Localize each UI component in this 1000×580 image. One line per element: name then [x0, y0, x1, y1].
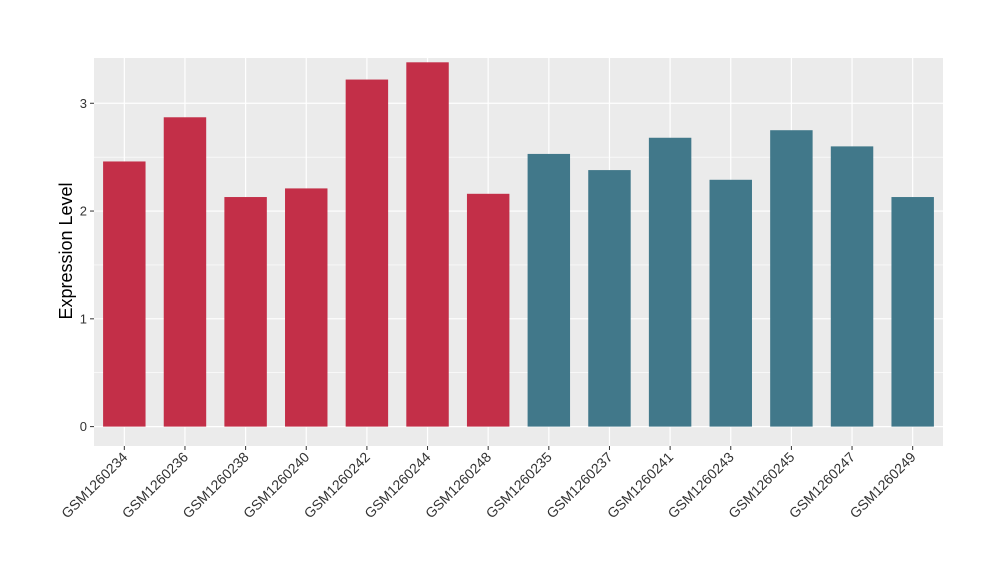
bar	[891, 197, 934, 427]
bar	[709, 179, 752, 427]
bar	[345, 79, 389, 427]
bars	[103, 62, 934, 427]
y-tick-label: 3	[80, 96, 87, 111]
bar	[163, 117, 207, 427]
plot-panel	[94, 58, 943, 446]
bar	[285, 188, 328, 427]
y-tick-label: 1	[80, 311, 87, 326]
bar	[770, 130, 813, 427]
bar	[466, 193, 510, 427]
bar	[648, 137, 692, 427]
bar	[527, 153, 571, 427]
y-tick-label: 0	[80, 419, 87, 434]
y-axis: 0 1 2 3	[80, 96, 94, 434]
bar	[830, 146, 874, 427]
bar	[103, 161, 146, 427]
x-axis: GSM1260234GSM1260236GSM1260238GSM1260240…	[58, 446, 919, 521]
bar	[224, 197, 267, 427]
bar	[406, 62, 449, 427]
bar	[588, 170, 631, 427]
y-tick-label: 2	[80, 204, 87, 219]
y-axis-title: Expression Level	[56, 182, 76, 319]
